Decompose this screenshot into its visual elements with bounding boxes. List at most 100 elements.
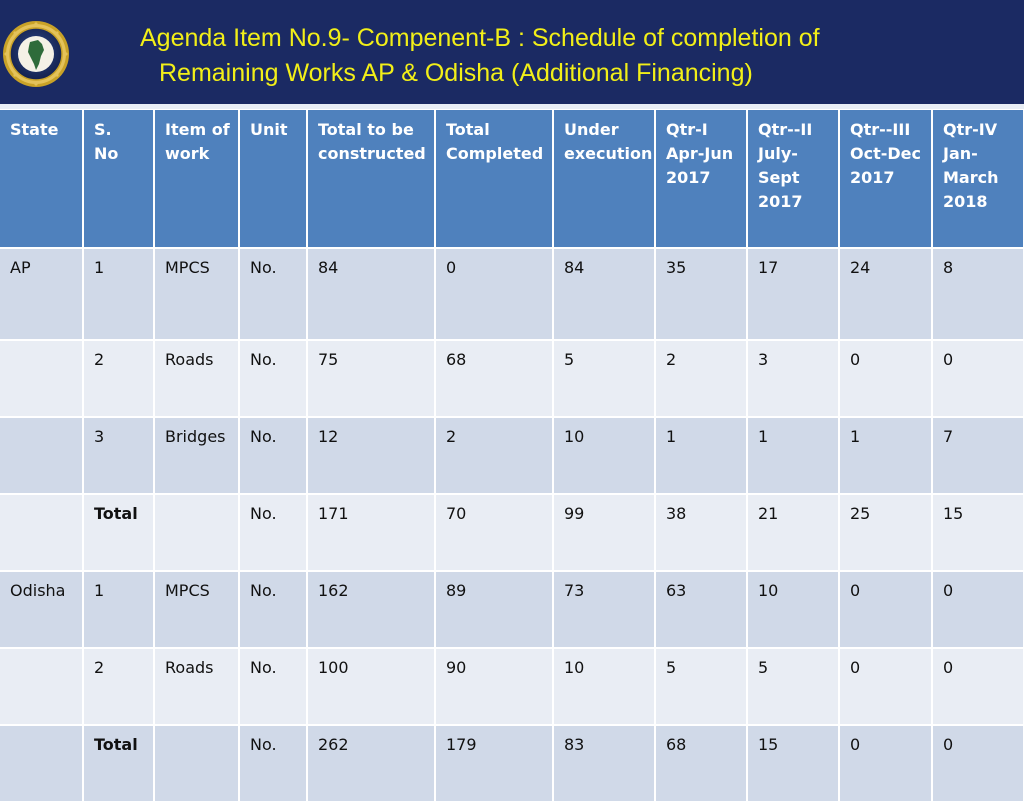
cell-serial-no: 1 xyxy=(83,571,155,649)
cell-state xyxy=(0,725,84,803)
cell-total-to-be-constructed: 262 xyxy=(307,725,436,803)
cell-state: Odisha xyxy=(0,571,84,649)
cell-qtr-3: 0 xyxy=(839,648,933,726)
cell-qtr-2: 5 xyxy=(747,648,840,726)
cell-state: AP xyxy=(0,248,84,341)
cell-under-execution: 84 xyxy=(553,248,656,341)
header-col-qtr-1: Qtr-I Apr-Jun 2017 xyxy=(655,110,748,249)
cell-qtr-1: 35 xyxy=(655,248,748,341)
cell-qtr-4: 0 xyxy=(932,571,1024,649)
cell-under-execution: 73 xyxy=(553,571,656,649)
header-col-total-to-be-constructed: Total to be constructed xyxy=(307,110,436,249)
cell-item-of-work: MPCS xyxy=(154,571,240,649)
table-row: Odisha 1 MPCS No. 162 89 73 63 10 0 0 xyxy=(0,571,1024,649)
cell-total-to-be-constructed: 100 xyxy=(307,648,436,726)
cell-under-execution: 10 xyxy=(553,648,656,726)
cell-qtr-3: 0 xyxy=(839,340,933,418)
cell-qtr-1: 5 xyxy=(655,648,748,726)
cell-serial-no: 3 xyxy=(83,417,155,495)
cell-total-completed: 70 xyxy=(435,494,554,572)
cell-unit: No. xyxy=(239,248,308,341)
cell-qtr-4: 0 xyxy=(932,725,1024,803)
table-row: 2 Roads No. 75 68 5 2 3 0 0 xyxy=(0,340,1024,418)
table-row: Total No. 171 70 99 38 21 25 15 xyxy=(0,494,1024,572)
header-col-item-of-work: Item of work xyxy=(154,110,240,249)
cell-qtr-1: 2 xyxy=(655,340,748,418)
cell-serial-no: Total xyxy=(83,494,155,572)
cell-serial-no: Total xyxy=(83,725,155,803)
cell-qtr-2: 21 xyxy=(747,494,840,572)
table-row: AP 1 MPCS No. 84 0 84 35 17 24 8 xyxy=(0,248,1024,341)
slide-header: Agenda Item No.9- Compenent-B : Schedule… xyxy=(0,0,1024,104)
cell-total-completed: 68 xyxy=(435,340,554,418)
cell-qtr-2: 1 xyxy=(747,417,840,495)
header-col-under-execution: Under execution xyxy=(553,110,656,249)
header-col-qtr-3: Qtr--III Oct-Dec 2017 xyxy=(839,110,933,249)
header-col-qtr-4: Qtr-IV Jan- March 2018 xyxy=(932,110,1024,249)
cell-total-to-be-constructed: 84 xyxy=(307,248,436,341)
cell-item-of-work xyxy=(154,494,240,572)
header-col-serial-no: S. No xyxy=(83,110,155,249)
cell-under-execution: 10 xyxy=(553,417,656,495)
cell-state xyxy=(0,494,84,572)
cell-item-of-work: MPCS xyxy=(154,248,240,341)
cell-unit: No. xyxy=(239,725,308,803)
table-row: 2 Roads No. 100 90 10 5 5 0 0 xyxy=(0,648,1024,726)
cell-total-to-be-constructed: 162 xyxy=(307,571,436,649)
cell-unit: No. xyxy=(239,494,308,572)
cell-item-of-work: Roads xyxy=(154,340,240,418)
cell-item-of-work: Roads xyxy=(154,648,240,726)
cell-qtr-2: 3 xyxy=(747,340,840,418)
cell-qtr-2: 15 xyxy=(747,725,840,803)
header-col-total-completed: Total Completed xyxy=(435,110,554,249)
cell-state xyxy=(0,340,84,418)
cell-total-completed: 2 xyxy=(435,417,554,495)
cell-qtr-3: 1 xyxy=(839,417,933,495)
header-col-qtr-2: Qtr--II July- Sept 2017 xyxy=(747,110,840,249)
title-line-1: Agenda Item No.9- Compenent-B : Schedule… xyxy=(140,24,820,52)
cell-total-to-be-constructed: 12 xyxy=(307,417,436,495)
cell-unit: No. xyxy=(239,571,308,649)
cell-qtr-1: 1 xyxy=(655,417,748,495)
table-header-row: State S. No Item of work Unit Total to be co… xyxy=(0,110,1024,249)
cell-total-to-be-constructed: 75 xyxy=(307,340,436,418)
cell-qtr-3: 0 xyxy=(839,725,933,803)
cell-under-execution: 83 xyxy=(553,725,656,803)
cell-total-completed: 0 xyxy=(435,248,554,341)
table-body: AP 1 MPCS No. 84 0 84 35 17 24 8 2 Roads No. 75 68 5 2 3 0 0… xyxy=(0,248,1024,803)
cell-item-of-work: Bridges xyxy=(154,417,240,495)
emblem-seal-icon xyxy=(3,21,69,87)
cell-qtr-4: 7 xyxy=(932,417,1024,495)
cell-total-completed: 89 xyxy=(435,571,554,649)
schedule-table: State S. No Item of work Unit Total to be co… xyxy=(0,110,1024,803)
cell-qtr-3: 24 xyxy=(839,248,933,341)
title-line-2: Remaining Works AP & Odisha (Additional … xyxy=(159,59,753,87)
cell-under-execution: 5 xyxy=(553,340,656,418)
header-col-state: State xyxy=(0,110,84,249)
header-divider xyxy=(0,104,1024,109)
cell-state xyxy=(0,417,84,495)
cell-qtr-3: 0 xyxy=(839,571,933,649)
cell-serial-no: 2 xyxy=(83,340,155,418)
cell-qtr-2: 17 xyxy=(747,248,840,341)
header-col-unit: Unit xyxy=(239,110,308,249)
cell-serial-no: 2 xyxy=(83,648,155,726)
table-row: 3 Bridges No. 12 2 10 1 1 1 7 xyxy=(0,417,1024,495)
cell-qtr-3: 25 xyxy=(839,494,933,572)
cell-unit: No. xyxy=(239,648,308,726)
cell-state xyxy=(0,648,84,726)
cell-qtr-1: 63 xyxy=(655,571,748,649)
cell-qtr-1: 38 xyxy=(655,494,748,572)
cell-qtr-4: 8 xyxy=(932,248,1024,341)
cell-unit: No. xyxy=(239,340,308,418)
cell-total-completed: 179 xyxy=(435,725,554,803)
cell-item-of-work xyxy=(154,725,240,803)
cell-under-execution: 99 xyxy=(553,494,656,572)
cell-unit: No. xyxy=(239,417,308,495)
cell-qtr-4: 0 xyxy=(932,340,1024,418)
cell-qtr-1: 68 xyxy=(655,725,748,803)
cell-total-to-be-constructed: 171 xyxy=(307,494,436,572)
cell-qtr-2: 10 xyxy=(747,571,840,649)
cell-total-completed: 90 xyxy=(435,648,554,726)
cell-qtr-4: 15 xyxy=(932,494,1024,572)
